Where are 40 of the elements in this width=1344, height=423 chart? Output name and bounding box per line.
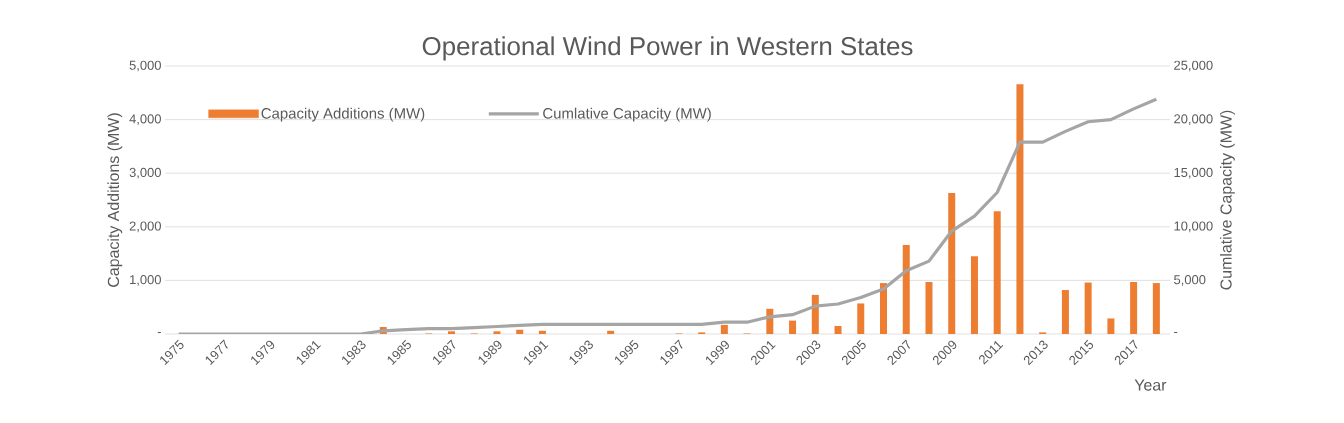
y-tick-label: - (157, 332, 161, 334)
bar (834, 325, 842, 334)
y2-tick-label: 5,000 (1174, 275, 1206, 286)
y-tick-label: 5,000 (129, 60, 161, 72)
legend-label: Cumlative Capacity (MW) (543, 107, 711, 122)
bar (880, 283, 888, 334)
bar (516, 329, 524, 334)
bar (1130, 282, 1138, 334)
bar (857, 303, 865, 334)
y2-tick-label: - (1174, 332, 1178, 334)
bar (993, 211, 1001, 334)
y-tick-label: 2,000 (129, 221, 161, 233)
y-tick-label: 4,000 (129, 114, 161, 125)
bar (811, 294, 819, 334)
legend-label: Capacity Additions (MW) (261, 107, 425, 122)
bar (607, 330, 615, 334)
y-tick-label: 1,000 (130, 275, 161, 286)
bar (720, 324, 728, 334)
bar (1084, 282, 1092, 334)
bar (448, 331, 455, 334)
y2-tick-label: 10,000 (1174, 221, 1213, 233)
y2-tick-label: 20,000 (1174, 114, 1213, 125)
bar (1016, 84, 1024, 334)
bar (970, 256, 978, 334)
bar (948, 193, 956, 334)
y2-axis-title: Cumlative Capacity (MW) (1219, 110, 1235, 290)
bar (493, 331, 501, 334)
bar (538, 330, 546, 334)
bar (925, 282, 933, 334)
bar (1061, 290, 1069, 334)
y2-tick-label: 15,000 (1174, 167, 1213, 179)
bar (1107, 318, 1115, 334)
x-axis-title: Year (1134, 379, 1167, 391)
bar (1152, 283, 1160, 334)
y-tick-label: 3,000 (129, 167, 161, 179)
chart-title: Operational Wind Power in Western States (422, 36, 913, 61)
y2-tick-label: 25,000 (1174, 60, 1213, 72)
bar (789, 320, 797, 334)
bar (902, 245, 910, 334)
y-axis-title: Capacity Additions (MW) (107, 113, 123, 287)
